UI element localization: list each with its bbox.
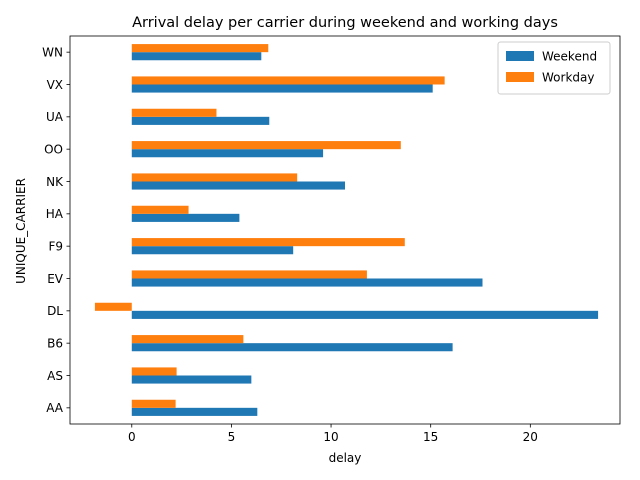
y-tick-label-ev: EV xyxy=(47,272,64,286)
bar-weekend-wn xyxy=(131,52,262,61)
bar-workday-ua xyxy=(131,108,217,117)
y-tick-label-wn: WN xyxy=(42,45,63,59)
bar-weekend-vx xyxy=(131,84,433,93)
bar-workday-dl xyxy=(94,302,132,311)
chart-title: Arrival delay per carrier during weekend… xyxy=(132,15,558,31)
bar-workday-ev xyxy=(131,270,367,279)
y-axis-label: UNIQUE_CARRIER xyxy=(14,178,28,284)
bar-workday-nk xyxy=(131,173,298,182)
bar-weekend-nk xyxy=(131,181,345,190)
x-tick-label: 15 xyxy=(423,430,438,444)
y-tick-label-vx: VX xyxy=(47,78,63,92)
y-tick-label-nk: NK xyxy=(46,175,64,189)
bar-workday-ha xyxy=(131,205,189,214)
y-tick-label-f9: F9 xyxy=(48,239,63,253)
legend-label-weekend: Weekend xyxy=(542,50,597,64)
bar-workday-f9 xyxy=(131,238,405,247)
y-tick-label-b6: B6 xyxy=(47,336,63,350)
bar-weekend-dl xyxy=(131,310,599,319)
x-tick-label: 10 xyxy=(323,430,338,444)
bar-workday-as xyxy=(131,367,177,376)
bar-weekend-ua xyxy=(131,116,270,125)
y-tick-label-ua: UA xyxy=(46,110,64,124)
bar-workday-b6 xyxy=(131,335,244,344)
plot-frame xyxy=(69,35,621,425)
axes-group: 0 5 10 15 20 AA AS B6 DL EV F9 HA NK OO UA VX WN xyxy=(42,35,621,444)
bar-weekend-ha xyxy=(131,213,240,222)
x-tick-label: 5 xyxy=(228,430,236,444)
legend-swatch-weekend xyxy=(506,51,534,61)
bar-workday-wn xyxy=(131,44,269,53)
bar-weekend-aa xyxy=(131,407,258,416)
x-tick-label: 20 xyxy=(523,430,538,444)
y-tick-label-as: AS xyxy=(47,369,63,383)
bar-workday-vx xyxy=(131,76,445,85)
bar-weekend-oo xyxy=(131,149,324,158)
bar-weekend-as xyxy=(131,375,252,384)
y-tick-label-ha: HA xyxy=(46,207,64,221)
legend-label-workday: Workday xyxy=(542,71,594,85)
bar-workday-oo xyxy=(131,141,401,150)
y-tick-label-dl: DL xyxy=(47,304,63,318)
bar-weekend-b6 xyxy=(131,343,453,352)
y-tick-label-oo: OO xyxy=(44,142,63,156)
x-tick-label: 0 xyxy=(128,430,136,444)
bar-weekend-f9 xyxy=(131,246,294,255)
x-axis-label: delay xyxy=(329,451,362,465)
y-tick-label-aa: AA xyxy=(46,401,64,415)
bar-workday-aa xyxy=(131,399,176,408)
bars-group xyxy=(94,44,599,416)
legend: Weekend Workday xyxy=(497,41,611,95)
legend-swatch-workday xyxy=(506,72,534,82)
bar-weekend-ev xyxy=(131,278,483,287)
